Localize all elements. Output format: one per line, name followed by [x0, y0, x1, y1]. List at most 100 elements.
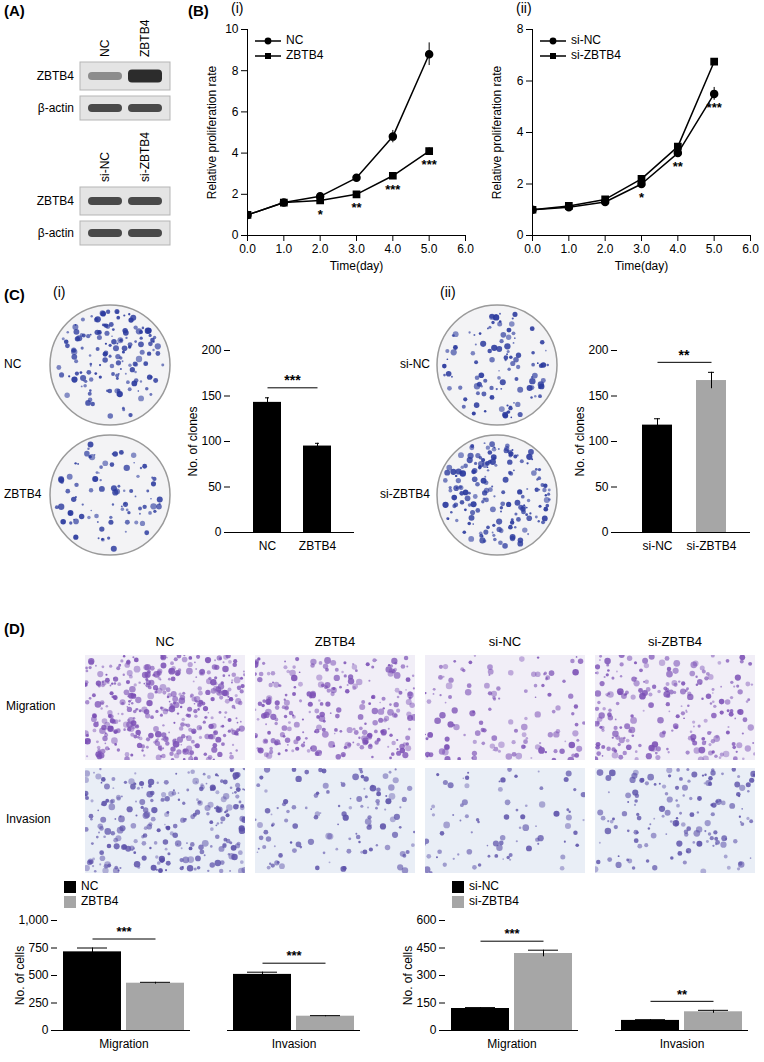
svg-text:4: 4 — [232, 146, 239, 160]
svg-text:Invasion: Invasion — [660, 1037, 705, 1051]
svg-text:***: *** — [385, 182, 401, 197]
svg-text:3.0: 3.0 — [348, 242, 365, 256]
svg-text:1.0: 1.0 — [560, 242, 577, 256]
svg-text:2: 2 — [517, 177, 524, 191]
svg-text:500: 500 — [28, 968, 48, 982]
svg-text:50: 50 — [595, 480, 609, 494]
svg-text:**: ** — [673, 159, 684, 174]
svg-text:***: *** — [284, 372, 301, 388]
svg-text:100: 100 — [201, 434, 221, 448]
svg-text:si-NC: si-NC — [98, 152, 112, 182]
svg-text:100: 100 — [588, 434, 608, 448]
svg-text:4: 4 — [517, 125, 524, 139]
svg-text:300: 300 — [416, 968, 436, 982]
html-text:ZBTB4: ZBTB4 — [314, 634, 356, 649]
svg-text:**: ** — [677, 986, 688, 1001]
svg-text:8: 8 — [517, 22, 524, 36]
svg-text:Migration: Migration — [487, 1037, 536, 1051]
svg-text:150: 150 — [416, 996, 436, 1010]
svg-text:200: 200 — [201, 343, 221, 357]
html-text:Migration: Migration — [6, 699, 56, 713]
html-text:NC: NC — [286, 33, 304, 47]
svg-text:0.0: 0.0 — [524, 242, 541, 256]
svg-text:ZBTB4: ZBTB4 — [37, 69, 75, 83]
svg-text:0.0: 0.0 — [239, 242, 256, 256]
svg-text:10: 10 — [225, 22, 239, 36]
svg-text:750: 750 — [28, 941, 48, 955]
html-text:si-NC: si-NC — [400, 357, 430, 371]
svg-text:250: 250 — [28, 996, 48, 1010]
html-text:NC: NC — [4, 357, 22, 371]
html-text:(C): (C) — [4, 286, 25, 303]
svg-text:3.0: 3.0 — [633, 242, 650, 256]
svg-text:No. of cells: No. of cells — [13, 946, 27, 1005]
html-text:Invasion: Invasion — [6, 812, 51, 826]
svg-text:ZBTB4: ZBTB4 — [37, 194, 75, 208]
svg-text:No. of clones: No. of clones — [573, 406, 587, 476]
html-text:ZBTB4: ZBTB4 — [286, 48, 324, 62]
svg-text:0: 0 — [215, 525, 222, 539]
svg-text:***: *** — [707, 100, 723, 115]
svg-text:0: 0 — [232, 228, 239, 242]
svg-text:50: 50 — [208, 480, 222, 494]
html-text:NC: NC — [155, 634, 175, 649]
svg-text:8: 8 — [232, 64, 239, 78]
svg-text:*: * — [639, 190, 645, 205]
svg-text:6: 6 — [517, 74, 524, 88]
html-text:si-ZBTB4: si-ZBTB4 — [380, 487, 430, 501]
svg-text:150: 150 — [201, 389, 221, 403]
svg-text:ZBTB4: ZBTB4 — [138, 19, 152, 57]
svg-text:Migration: Migration — [99, 1037, 148, 1051]
svg-text:5.0: 5.0 — [421, 242, 438, 256]
html-text:ZBTB4: ZBTB4 — [4, 487, 42, 501]
svg-text:si-ZBTB4: si-ZBTB4 — [138, 132, 152, 182]
svg-text:2.0: 2.0 — [597, 242, 614, 256]
html-text:(D): (D) — [4, 620, 25, 637]
svg-text:**: ** — [351, 200, 362, 215]
html-text:(B): (B) — [188, 2, 209, 19]
html-text:si-NC: si-NC — [488, 634, 522, 649]
svg-text:0: 0 — [430, 1023, 437, 1037]
svg-text:0: 0 — [602, 525, 609, 539]
svg-text:0: 0 — [42, 1023, 49, 1037]
svg-text:*: * — [318, 207, 324, 222]
svg-text:β-actin: β-actin — [38, 226, 74, 240]
svg-text:4.0: 4.0 — [384, 242, 401, 256]
svg-text:450: 450 — [416, 941, 436, 955]
svg-text:1.0: 1.0 — [275, 242, 292, 256]
svg-text:**: ** — [679, 347, 690, 363]
svg-text:β-actin: β-actin — [38, 101, 74, 115]
svg-text:200: 200 — [588, 343, 608, 357]
svg-text:Invasion: Invasion — [272, 1037, 317, 1051]
html-text:si-ZBTB4: si-ZBTB4 — [647, 634, 703, 649]
html-text:(ii): (ii) — [440, 284, 456, 300]
svg-text:Relative proliferation rate: Relative proliferation rate — [490, 65, 504, 199]
svg-text:Time(day): Time(day) — [615, 259, 669, 273]
html-text:(A): (A) — [4, 2, 25, 19]
svg-text:6.0: 6.0 — [742, 242, 759, 256]
svg-text:si-ZBTB4: si-ZBTB4 — [686, 539, 736, 553]
svg-text:NC: NC — [98, 39, 112, 57]
svg-text:2: 2 — [232, 187, 239, 201]
svg-text:0: 0 — [517, 228, 524, 242]
svg-text:Time(day): Time(day) — [330, 259, 384, 273]
html-text:(ii): (ii) — [516, 0, 532, 16]
svg-text:***: *** — [116, 924, 132, 939]
svg-text:NC: NC — [259, 539, 277, 553]
svg-text:1,000: 1,000 — [18, 913, 48, 927]
svg-text:600: 600 — [416, 913, 436, 927]
svg-text:5.0: 5.0 — [706, 242, 723, 256]
svg-text:4.0: 4.0 — [669, 242, 686, 256]
svg-text:Relative proliferation rate: Relative proliferation rate — [205, 65, 219, 199]
svg-text:2.0: 2.0 — [312, 242, 329, 256]
svg-text:No. of cells: No. of cells — [401, 946, 415, 1005]
svg-text:No. of clones: No. of clones — [186, 406, 200, 476]
svg-text:6: 6 — [232, 105, 239, 119]
svg-text:ZBTB4: ZBTB4 — [299, 539, 337, 553]
svg-text:150: 150 — [588, 389, 608, 403]
svg-text:***: *** — [422, 157, 438, 172]
svg-text:***: *** — [286, 948, 302, 963]
svg-text:***: *** — [504, 926, 520, 941]
svg-text:si-NC: si-NC — [643, 539, 673, 553]
svg-text:6.0: 6.0 — [457, 242, 474, 256]
